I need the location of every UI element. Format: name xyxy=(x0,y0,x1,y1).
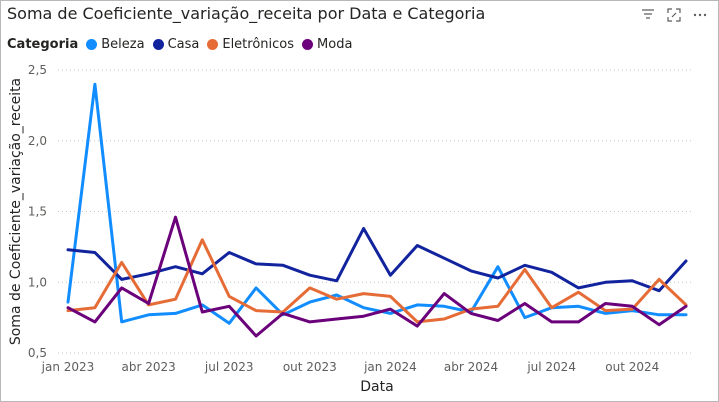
legend-label-eletronicos: Eletrônicos xyxy=(222,37,295,52)
y-tick-label: 2,5 xyxy=(28,63,47,77)
x-tick-label: jul 2024 xyxy=(526,360,576,374)
series-line-moda[interactable] xyxy=(66,215,688,338)
filter-icon[interactable] xyxy=(640,7,656,23)
series-line-casa[interactable] xyxy=(66,227,688,293)
x-axis-title: Data xyxy=(360,379,393,395)
x-tick-label: abr 2024 xyxy=(444,360,498,374)
y-axis-ticks: 0,5 1,0 1,5 2,0 2,5 xyxy=(28,63,47,360)
x-axis-ticks: jan 2023 abr 2023 jul 2023 out 2023 jan 2024… xyxy=(41,360,660,374)
x-tick-label: out 2023 xyxy=(283,360,337,374)
x-tick-label: jan 2024 xyxy=(363,360,417,374)
more-options-icon[interactable] xyxy=(692,7,708,23)
legend-item-beleza[interactable]: Beleza xyxy=(86,37,145,52)
legend-marker-beleza xyxy=(86,39,98,50)
legend-marker-moda xyxy=(302,39,314,50)
legend-item-moda[interactable]: Moda xyxy=(302,37,352,52)
legend-marker-casa xyxy=(152,39,164,50)
focus-mode-icon[interactable] xyxy=(666,7,682,23)
legend-title: Categoria xyxy=(7,37,79,52)
x-tick-label: out 2024 xyxy=(605,360,659,374)
visual-header-toolbar xyxy=(640,7,708,23)
y-tick-label: 2,0 xyxy=(28,134,47,148)
y-axis-title: Soma de Coeficiente_variação_receita xyxy=(8,78,24,345)
legend-item-eletronicos[interactable]: Eletrônicos xyxy=(207,37,294,52)
x-tick-label: abr 2023 xyxy=(121,360,175,374)
x-tick-label: jan 2023 xyxy=(41,360,95,374)
x-tick-label: jul 2023 xyxy=(204,360,254,374)
series-lines xyxy=(66,82,688,338)
chart-title: Soma de Coeficiente_variação_receita por… xyxy=(7,4,486,23)
y-tick-label: 1,0 xyxy=(28,275,47,289)
legend-label-moda: Moda xyxy=(317,37,353,52)
chart-legend: Categoria Beleza Casa Eletrônicos Moda xyxy=(7,37,360,52)
y-tick-label: 1,5 xyxy=(28,205,47,219)
legend-label-beleza: Beleza xyxy=(101,37,145,52)
y-tick-label: 0,5 xyxy=(28,346,47,360)
series-line-eletronicos[interactable] xyxy=(66,238,688,324)
legend-item-casa[interactable]: Casa xyxy=(152,37,200,52)
series-line-beleza[interactable] xyxy=(66,82,688,325)
legend-marker-eletronicos xyxy=(207,39,219,50)
legend-label-casa: Casa xyxy=(167,37,200,52)
